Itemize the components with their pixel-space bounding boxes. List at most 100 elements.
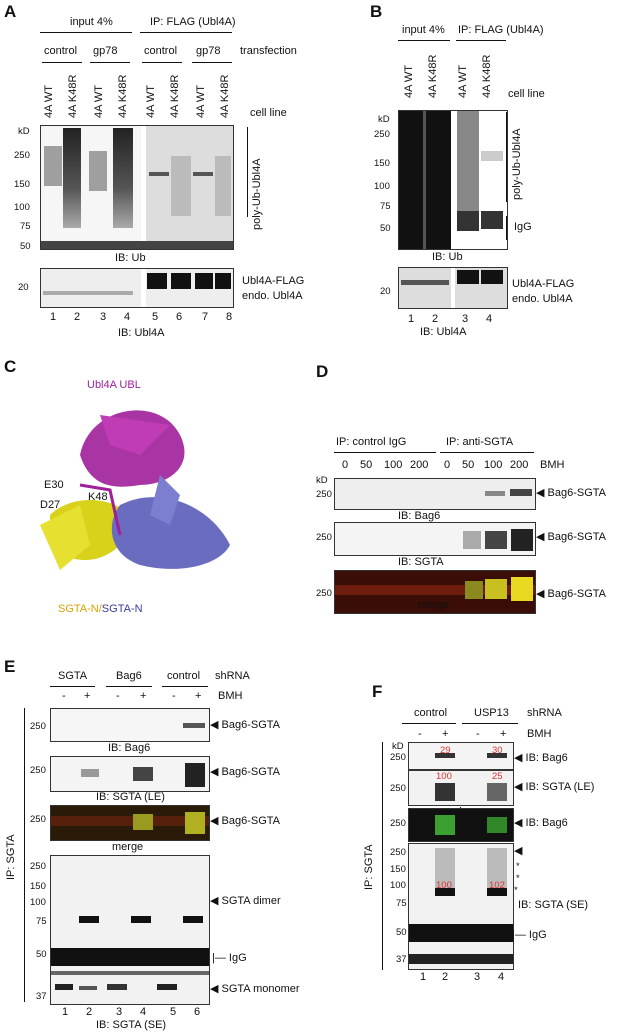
ib-text: IB: Bag6 [525, 752, 568, 764]
lane-label: 4A WT [403, 64, 415, 98]
band-text: Bag6-SGTA [547, 531, 607, 543]
band-text: Bag6-SGTA [221, 766, 281, 778]
igg-label: |— IgG [512, 929, 547, 941]
band-text: Bag6-SGTA [221, 815, 281, 827]
igg-label: |— IgG [212, 952, 247, 964]
mw-marker: 250 [316, 489, 332, 500]
divider [42, 62, 82, 63]
merge-label: merge [112, 841, 144, 853]
lane-number: 4 [124, 311, 131, 323]
mw-marker: 75 [380, 201, 391, 212]
band-label: ◀ Bag6-SGTA [210, 815, 281, 827]
bmh-label: BMH [218, 690, 243, 702]
quant-value: 102 [489, 880, 505, 891]
conc-label: 100 [384, 459, 403, 471]
shrna-label: shRNA [215, 670, 250, 682]
bracket [506, 112, 507, 202]
merge-label: merge [418, 599, 450, 611]
ip-header: IP: FLAG (Ubl4A) [458, 24, 544, 36]
pm-label: + [140, 690, 147, 702]
sgta-le-blot [408, 770, 514, 806]
endo-label: endo. Ubl4A [512, 293, 573, 305]
bracket [247, 127, 248, 217]
divider [140, 32, 232, 33]
quant-value: 29 [440, 745, 451, 756]
ubl4a-blot [398, 267, 508, 309]
pm-label: - [116, 690, 120, 702]
lane-label: 4A WT [457, 64, 469, 98]
lane-number: 4 [140, 1006, 147, 1018]
ib-label: IB: Ub [115, 252, 146, 264]
lane-number: 4 [498, 971, 505, 983]
lane-number: 2 [442, 971, 449, 983]
lane-label: 4A WT [93, 84, 105, 118]
lane-number: 6 [194, 1006, 201, 1018]
mw-marker: 20 [18, 282, 29, 293]
bag6-blot-image [183, 723, 205, 728]
conc-label: 200 [510, 459, 529, 471]
lane-number: 1 [62, 1006, 69, 1018]
lane-label: 4A K48R [117, 74, 129, 118]
residue-label: D27 [40, 499, 61, 511]
ip-bracket [24, 708, 25, 1002]
bracket [506, 216, 507, 240]
lane-label: 4A WT [43, 84, 55, 118]
quant-value: 100 [436, 880, 452, 891]
endo-label: endo. Ubl4A [242, 290, 303, 302]
bag6-blot [50, 708, 210, 742]
star-mark: * [514, 885, 518, 896]
lane-number: 2 [432, 313, 439, 325]
ib-label: IB: SGTA [398, 556, 444, 568]
poly-ub-label: poly-Ub-Ubl4A [251, 158, 263, 230]
panel-b-label: B [370, 2, 383, 21]
ib-label: IB: Ubl4A [118, 327, 165, 339]
group-label: SGTA [58, 670, 88, 682]
mw-marker: 150 [390, 864, 406, 875]
lane-number: 4 [486, 313, 493, 325]
band-text: Bag6-SGTA [547, 588, 607, 600]
kd-label: kD [316, 475, 328, 486]
group-label: USP13 [474, 707, 509, 719]
band-label: ◀ Bag6-SGTA [536, 588, 607, 600]
bmh-label: BMH [527, 728, 552, 740]
lane-label: 4A K48R [427, 54, 439, 98]
residue-label: K48 [88, 491, 108, 503]
panel-d-label: D [316, 362, 329, 381]
mw-marker: 37 [396, 954, 407, 965]
lane-number: 2 [74, 311, 81, 323]
group-label: control [44, 45, 78, 57]
lane-number: 1 [420, 971, 427, 983]
igg-text: IgG [228, 952, 247, 964]
star-mark: * [516, 861, 520, 872]
merge-blot [50, 805, 210, 841]
flag-label: Ubl4A-FLAG [242, 275, 305, 287]
residue-label: E30 [44, 479, 64, 491]
mw-marker: 50 [20, 241, 31, 252]
ib-label: ◀ IB: SGTA (LE) [514, 781, 595, 793]
merge-blot [408, 808, 514, 842]
divider [456, 40, 506, 41]
band-label: ◀ Bag6-SGTA [210, 719, 281, 731]
ip-label: IP: SGTA [5, 834, 17, 880]
igg-label: IgG [514, 221, 532, 233]
cell-line-label: cell line [508, 88, 545, 100]
quant-value: 100 [436, 771, 452, 782]
lane-label: 4A K48R [67, 74, 79, 118]
panel-f-label: F [372, 682, 383, 701]
sgta-label: SGTA-N/SGTA-N [58, 604, 143, 615]
input-header: input 4% [402, 24, 445, 36]
ubl4a-blot [40, 268, 234, 308]
merge-blot-image [435, 815, 507, 835]
divider [142, 62, 182, 63]
mw-marker: 50 [36, 949, 47, 960]
ip-header: IP: control IgG [336, 436, 407, 448]
pm-label: + [500, 728, 507, 740]
mw-marker: 250 [374, 129, 390, 140]
pm-label: + [442, 728, 449, 740]
ip-bracket [382, 742, 383, 970]
mw-marker: 150 [14, 179, 30, 190]
mw-marker: 250 [390, 818, 406, 829]
arrow-icon: ◀ [514, 845, 523, 857]
lane-number: 5 [170, 1006, 177, 1018]
sgta-le-blot [50, 756, 210, 792]
